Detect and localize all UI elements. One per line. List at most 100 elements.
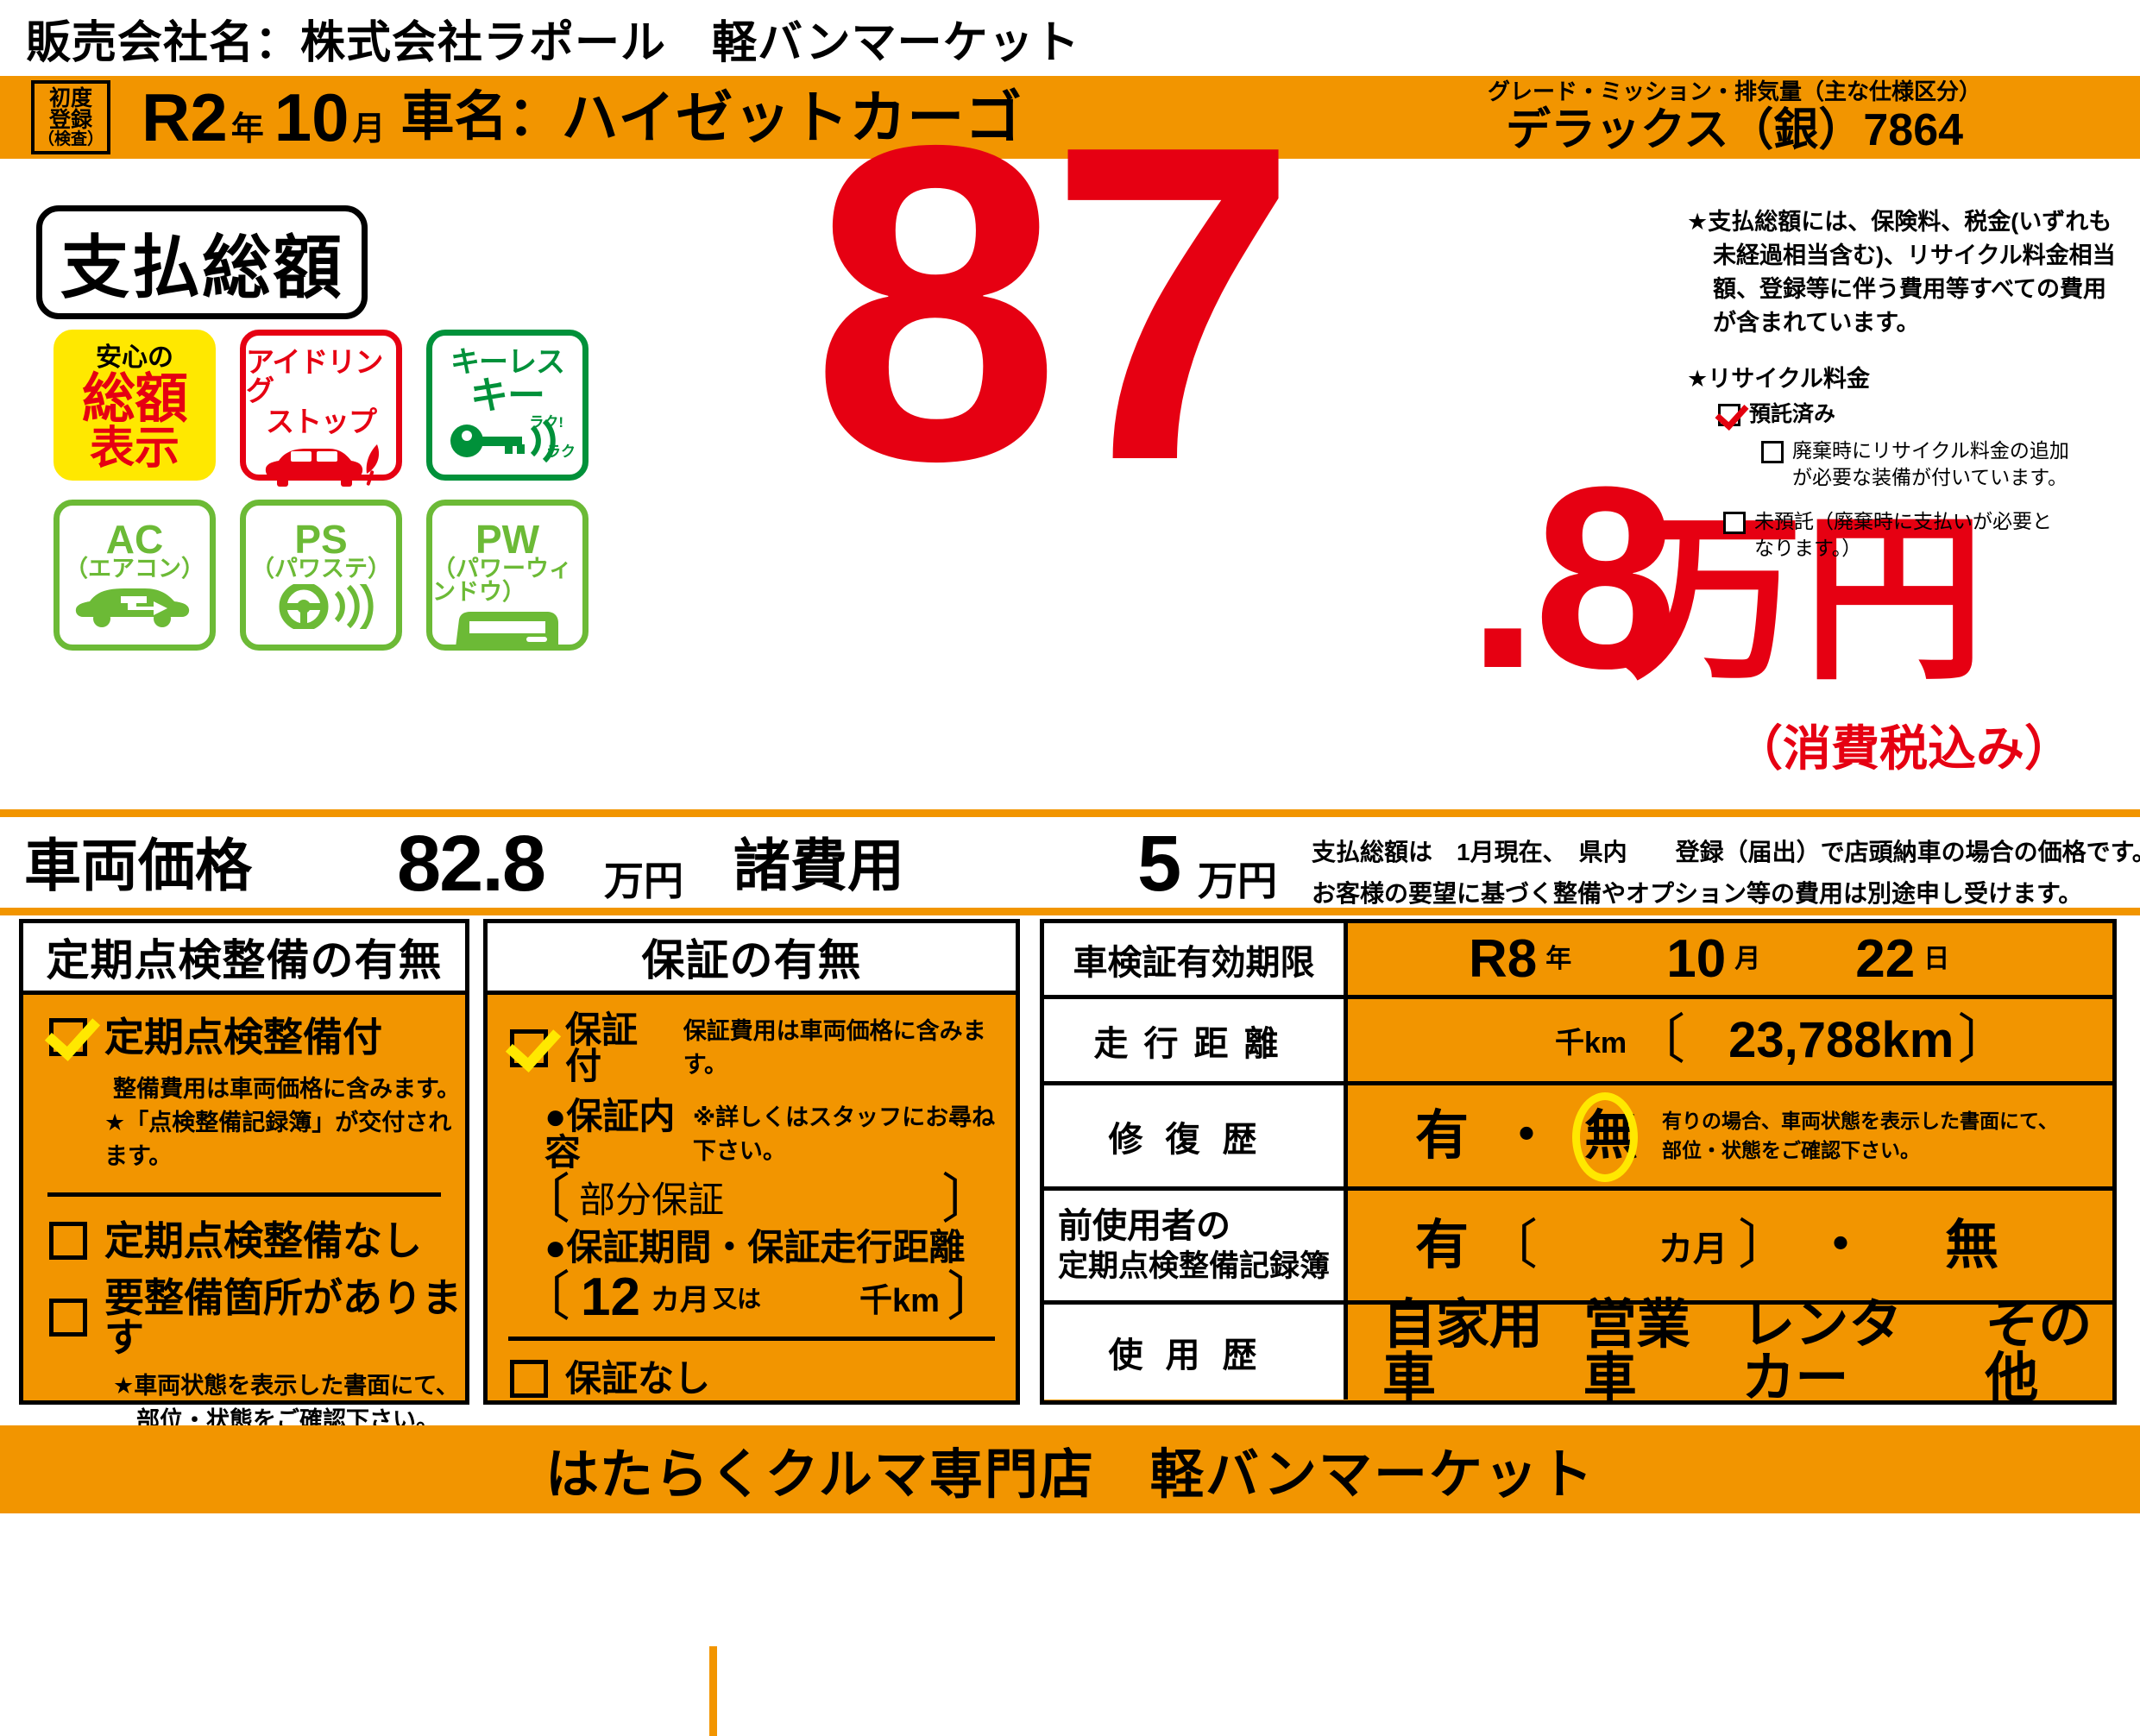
seller-name: 株式会社ラポール 軽バンマーケット [300, 17, 1080, 68]
total-payment-badge: 支払総額 [36, 205, 368, 319]
grade-block: グレード・ミッション・排気量（主な仕様区分） デラックス（銀）7864 [1432, 79, 2036, 155]
price-note-line2: お客様の要望に基づく整備やオプション等の費用は別途申し受けます。 [1312, 880, 2083, 907]
prev-owner-yes[interactable]: 有 [1415, 1215, 1470, 1275]
month-unit: 月 [352, 111, 386, 148]
car-leaf-icon [256, 439, 386, 491]
warranty-none-row[interactable]: 保証なし [510, 1357, 1016, 1399]
car-name-value: ハイゼットカーゴ [561, 85, 1023, 149]
recycle-fee-heading: ★リサイクル料金 [1687, 365, 1870, 392]
mileage-bracket-close-icon: 〕 [1957, 1010, 2011, 1070]
right-notices: ★支払総額には、保険料、税金(いずれも 未経過相当含む)、リサイクル料金相当 額… [1687, 205, 2136, 562]
badge-keyless-key: キーレス キー ラク! ラク [426, 330, 588, 481]
car-airflow-icon [71, 584, 198, 629]
bracket-close-icon: 〕 [941, 1170, 995, 1230]
warranty-with-row[interactable]: 保証付 保証費用は車両価格に含みます。 [510, 1012, 1016, 1085]
divider-bottom [0, 908, 2140, 915]
steering-wheel-icon [257, 584, 385, 629]
badge-ac: AC （エアコン） [54, 500, 216, 651]
seller-label: 販売会社名：株式会社ラポール 軽バンマーケット [26, 6, 1080, 71]
vehicle-data-table: 車検証有効期限 R8 年 10 月 22 日 走行距離 千km 〔 23,788… [1040, 919, 2117, 1408]
inspection-needed-row[interactable]: 要整備箇所があります [49, 1278, 465, 1357]
badge-ac-line1: AC [105, 517, 164, 562]
mileage-value: 23,788km [1728, 1011, 1954, 1068]
table-row-repair-history: 修復歴 有 ・ 無 有りの場合、車両状態を表示した書面にて、 部位・状態をご確認… [1044, 1085, 2112, 1191]
recycle-nd-line1: 未預託（廃棄時に支払いが必要と [1754, 509, 2052, 532]
badge-idling-line2: ストップ [266, 406, 377, 437]
fees-value: 5 [1137, 820, 1181, 908]
grade-caption: グレード・ミッション・排気量（主な仕様区分） [1487, 79, 1981, 104]
repair-history-note-line2: 部位・状態をご確認下さい。 [1662, 1138, 1921, 1161]
repair-history-note: 有りの場合、車両状態を表示した書面にて、 部位・状態をご確認下さい。 [1662, 1107, 2058, 1165]
fees-unit: 万円 [1198, 859, 1277, 903]
prev-owner-value-cell: 有 〔 カ月 〕 ・ 無 [1348, 1191, 2112, 1300]
usage-history-label-cell: 使用歴 [1044, 1305, 1348, 1399]
recycle-not-deposited-checkbox[interactable] [1723, 511, 1746, 534]
warranty-period-km: 千km [859, 1283, 940, 1320]
bracket-open-icon: 〔 [517, 1170, 571, 1230]
prev-owner-label: 前使用者の 定期点検整備記録簿 [1058, 1207, 1330, 1285]
table-row-shaken-expiry: 車検証有効期限 R8 年 10 月 22 日 [1044, 923, 2112, 999]
prev-owner-bracket-close-icon: 〕 [1738, 1215, 1792, 1275]
shaken-month-unit: 月 [1734, 944, 1761, 973]
inspection-with-row[interactable]: 定期点検整備付 [49, 1017, 465, 1057]
car-name-label: 車名： [400, 87, 562, 147]
period-bracket-close-icon: 〕 [946, 1267, 1000, 1327]
warranty-with-checkbox[interactable] [510, 1029, 548, 1067]
badge-ps-line2: （パワステ） [251, 556, 391, 582]
inspection-divider [47, 1192, 441, 1198]
recycle-extra-equipment-checkbox[interactable] [1761, 440, 1784, 463]
badge-pw-line2: （パワーウィンドウ） [432, 556, 572, 605]
recycle-not-deposited-label: 未預託（廃棄時に支払いが必要と なります。） [1754, 508, 2052, 562]
registration-month: 10 [274, 79, 349, 155]
footer-text: はたらくクルマ専門店 軽バンマーケット [544, 1445, 1595, 1505]
warranty-none-checkbox[interactable] [510, 1359, 548, 1398]
warranty-title-text: 保証の有無 [641, 936, 862, 984]
tax-included-note: （消費税込み） [1734, 721, 2073, 776]
key-wave-icon [443, 418, 572, 463]
mileage-label-cell: 走行距離 [1044, 999, 1348, 1081]
inspection-none-checkbox[interactable] [49, 1222, 87, 1261]
inspection-with-checkbox[interactable] [49, 1018, 87, 1056]
recycle-extra-equipment-row[interactable]: 廃棄時にリサイクル料金の追加 が必要な装備が付いています。 [1761, 437, 2136, 491]
total-note-line1: ★支払総額には、保険料、税金(いずれも [1687, 209, 2112, 235]
repair-history-label: 修復歴 [1108, 1120, 1280, 1159]
recycle-deposited-label: 預託済み [1749, 402, 1836, 427]
repair-history-yes[interactable]: 有 [1415, 1105, 1470, 1166]
recycle-extra-line1: 廃棄時にリサイクル料金の追加 [1792, 438, 2069, 462]
total-note-line2: 未経過相当含む)、リサイクル料金相当 [1713, 242, 2116, 269]
recycle-not-deposited-row[interactable]: 未預託（廃棄時に支払いが必要と なります。） [1723, 508, 2136, 562]
recycle-fee-block: ★リサイクル料金 預託済み 廃棄時にリサイクル料金の追加 が必要な装備が付いてい… [1687, 363, 2136, 562]
prev-owner-dot: ・ [1814, 1215, 1868, 1275]
usage-option-commercial[interactable]: 営業車 [1583, 1295, 1690, 1408]
usage-option-other[interactable]: その他 [1985, 1295, 2093, 1408]
inspection-none-row[interactable]: 定期点検整備なし [49, 1221, 465, 1261]
badge-idling-line1: アイドリング [246, 346, 383, 406]
fees-label: 諸費用 [733, 833, 904, 897]
repair-history-note-line1: 有りの場合、車両状態を表示した書面にて、 [1662, 1110, 2058, 1133]
repair-history-label-cell: 修復歴 [1044, 1085, 1348, 1186]
badge-pw: PW （パワーウィンドウ） [426, 500, 588, 651]
shaken-month: 10 [1666, 928, 1727, 989]
inspection-needed-checkbox[interactable] [49, 1299, 87, 1337]
warranty-with-note: 保証費用は車両価格に含みます。 [683, 1017, 986, 1078]
recycle-extra-line2: が必要な装備が付いています。 [1792, 465, 2068, 488]
vehicle-price-unit: 万円 [604, 859, 683, 903]
warranty-period-or: 又は [712, 1285, 761, 1312]
mileage-bracket-open-icon: 〔 [1632, 1010, 1686, 1070]
usage-option-private[interactable]: 自家用車 [1382, 1295, 1544, 1408]
seller-row: 販売会社名：株式会社ラポール 軽バンマーケット [0, 0, 2140, 76]
recycle-deposited-row[interactable]: 預託済み [1718, 400, 2136, 429]
shaken-expiry-label: 車検証有効期限 [1073, 943, 1315, 982]
prev-owner-no[interactable]: 無 [1945, 1215, 1999, 1275]
warranty-period-row: ●保証期間・保証走行距離 [544, 1229, 1016, 1266]
periodic-inspection-box: 定期点検整備の有無 定期点検整備付 整備費用は車両価格に含みます。 ★「点検整備… [19, 919, 469, 1433]
warranty-content-label: ●保証内容 [544, 1096, 676, 1173]
warranty-period-unit: カ月 [650, 1284, 709, 1318]
recycle-deposited-checkbox[interactable] [1718, 404, 1740, 427]
warranty-none-label: 保証なし [565, 1357, 711, 1399]
shaken-day: 22 [1855, 928, 1916, 989]
total-price-integer: 87 [811, 53, 1298, 554]
usage-option-rental[interactable]: レンタカー [1741, 1295, 1903, 1408]
warranty-content-note: ※詳しくはスタッフにお尋ね下さい。 [692, 1104, 996, 1164]
prev-owner-label-cell: 前使用者の 定期点検整備記録簿 [1044, 1191, 1348, 1300]
